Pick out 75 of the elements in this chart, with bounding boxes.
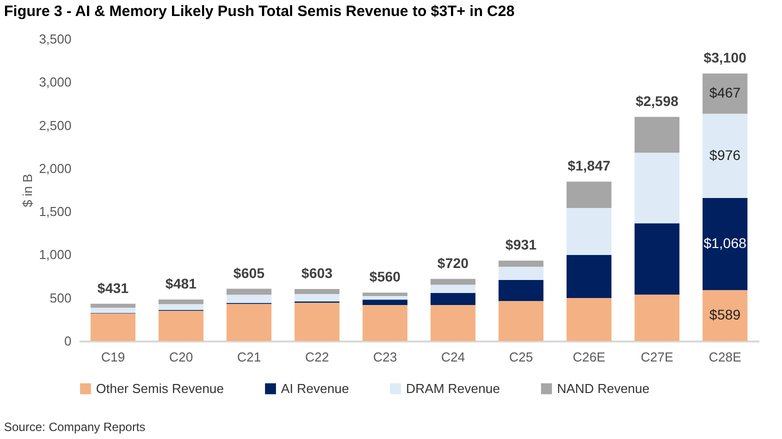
bar xyxy=(362,300,408,306)
total-label: $431 xyxy=(97,280,129,296)
total-label: $603 xyxy=(301,264,333,281)
bar xyxy=(294,302,340,341)
bar xyxy=(566,298,612,341)
bar xyxy=(498,266,544,280)
y-tick-label: 3,000 xyxy=(38,74,72,90)
y-tick-label: 0 xyxy=(64,334,72,348)
total-label: $1,847 xyxy=(568,158,611,174)
bar xyxy=(90,308,136,313)
source-note: Source: Company Reports xyxy=(4,420,146,434)
legend-label: DRAM Revenue xyxy=(406,380,500,396)
bar xyxy=(634,223,680,295)
x-tick-label: C28E xyxy=(708,350,742,364)
x-tick-label: C24 xyxy=(441,350,465,364)
x-tick-label: C19 xyxy=(101,350,125,364)
x-tick-label: C25 xyxy=(509,350,533,364)
bar xyxy=(702,74,748,114)
y-tick-label: 3,500 xyxy=(38,32,72,46)
bar xyxy=(226,288,272,295)
x-tick-label: C22 xyxy=(305,350,329,364)
bar xyxy=(226,294,272,304)
total-label: $605 xyxy=(233,264,265,281)
bar xyxy=(294,294,340,302)
data-label: $976 xyxy=(709,146,741,163)
x-tick-label: C23 xyxy=(373,350,397,364)
x-tick-label: C21 xyxy=(237,350,261,364)
bar xyxy=(158,304,204,310)
bar xyxy=(430,293,476,306)
bar xyxy=(702,198,748,290)
total-label: $560 xyxy=(369,268,401,285)
bar xyxy=(362,305,408,341)
bar xyxy=(362,296,408,300)
legend-label: Other Semis Revenue xyxy=(96,380,224,396)
bar xyxy=(498,260,544,267)
bar xyxy=(430,305,476,341)
y-tick-label: 1,500 xyxy=(38,204,72,220)
bar xyxy=(702,290,748,341)
x-tick-label: C27E xyxy=(640,350,674,364)
legend-label: AI Revenue xyxy=(281,380,349,396)
bar xyxy=(90,304,136,308)
bar xyxy=(702,114,748,198)
total-label: $3,100 xyxy=(704,50,747,66)
total-label: $720 xyxy=(437,254,469,271)
data-label: $589 xyxy=(709,306,741,323)
bar xyxy=(90,313,136,341)
bar xyxy=(498,280,544,302)
y-tick-label: 2,000 xyxy=(38,160,72,176)
bar xyxy=(566,182,612,208)
bar xyxy=(226,304,272,341)
bar xyxy=(158,299,204,304)
data-label: $467 xyxy=(709,84,741,101)
y-tick-label: 500 xyxy=(50,290,72,306)
total-label: $481 xyxy=(165,275,197,292)
bar xyxy=(430,278,476,285)
data-label: $1,068 xyxy=(704,235,747,252)
bar xyxy=(566,208,612,255)
bar xyxy=(634,294,680,341)
legend-label: NAND Revenue xyxy=(557,380,650,396)
bar xyxy=(430,284,476,294)
bar xyxy=(158,310,204,341)
chart-title: Figure 3 - AI & Memory Likely Push Total Semis Revenue to $3T+ in C28 xyxy=(4,3,515,20)
bar xyxy=(634,152,680,224)
bar xyxy=(362,292,408,296)
y-tick-label: 2,500 xyxy=(38,118,72,133)
total-label: $2,598 xyxy=(636,92,679,109)
bar xyxy=(566,254,612,298)
x-tick-label: C26E xyxy=(572,350,606,364)
bar xyxy=(294,288,340,294)
y-axis-title: $ in B xyxy=(20,174,35,208)
bar xyxy=(634,116,680,153)
y-tick-label: 1,000 xyxy=(38,247,72,262)
total-label: $931 xyxy=(505,236,537,253)
x-tick-label: C20 xyxy=(169,350,193,364)
bar xyxy=(498,301,544,341)
